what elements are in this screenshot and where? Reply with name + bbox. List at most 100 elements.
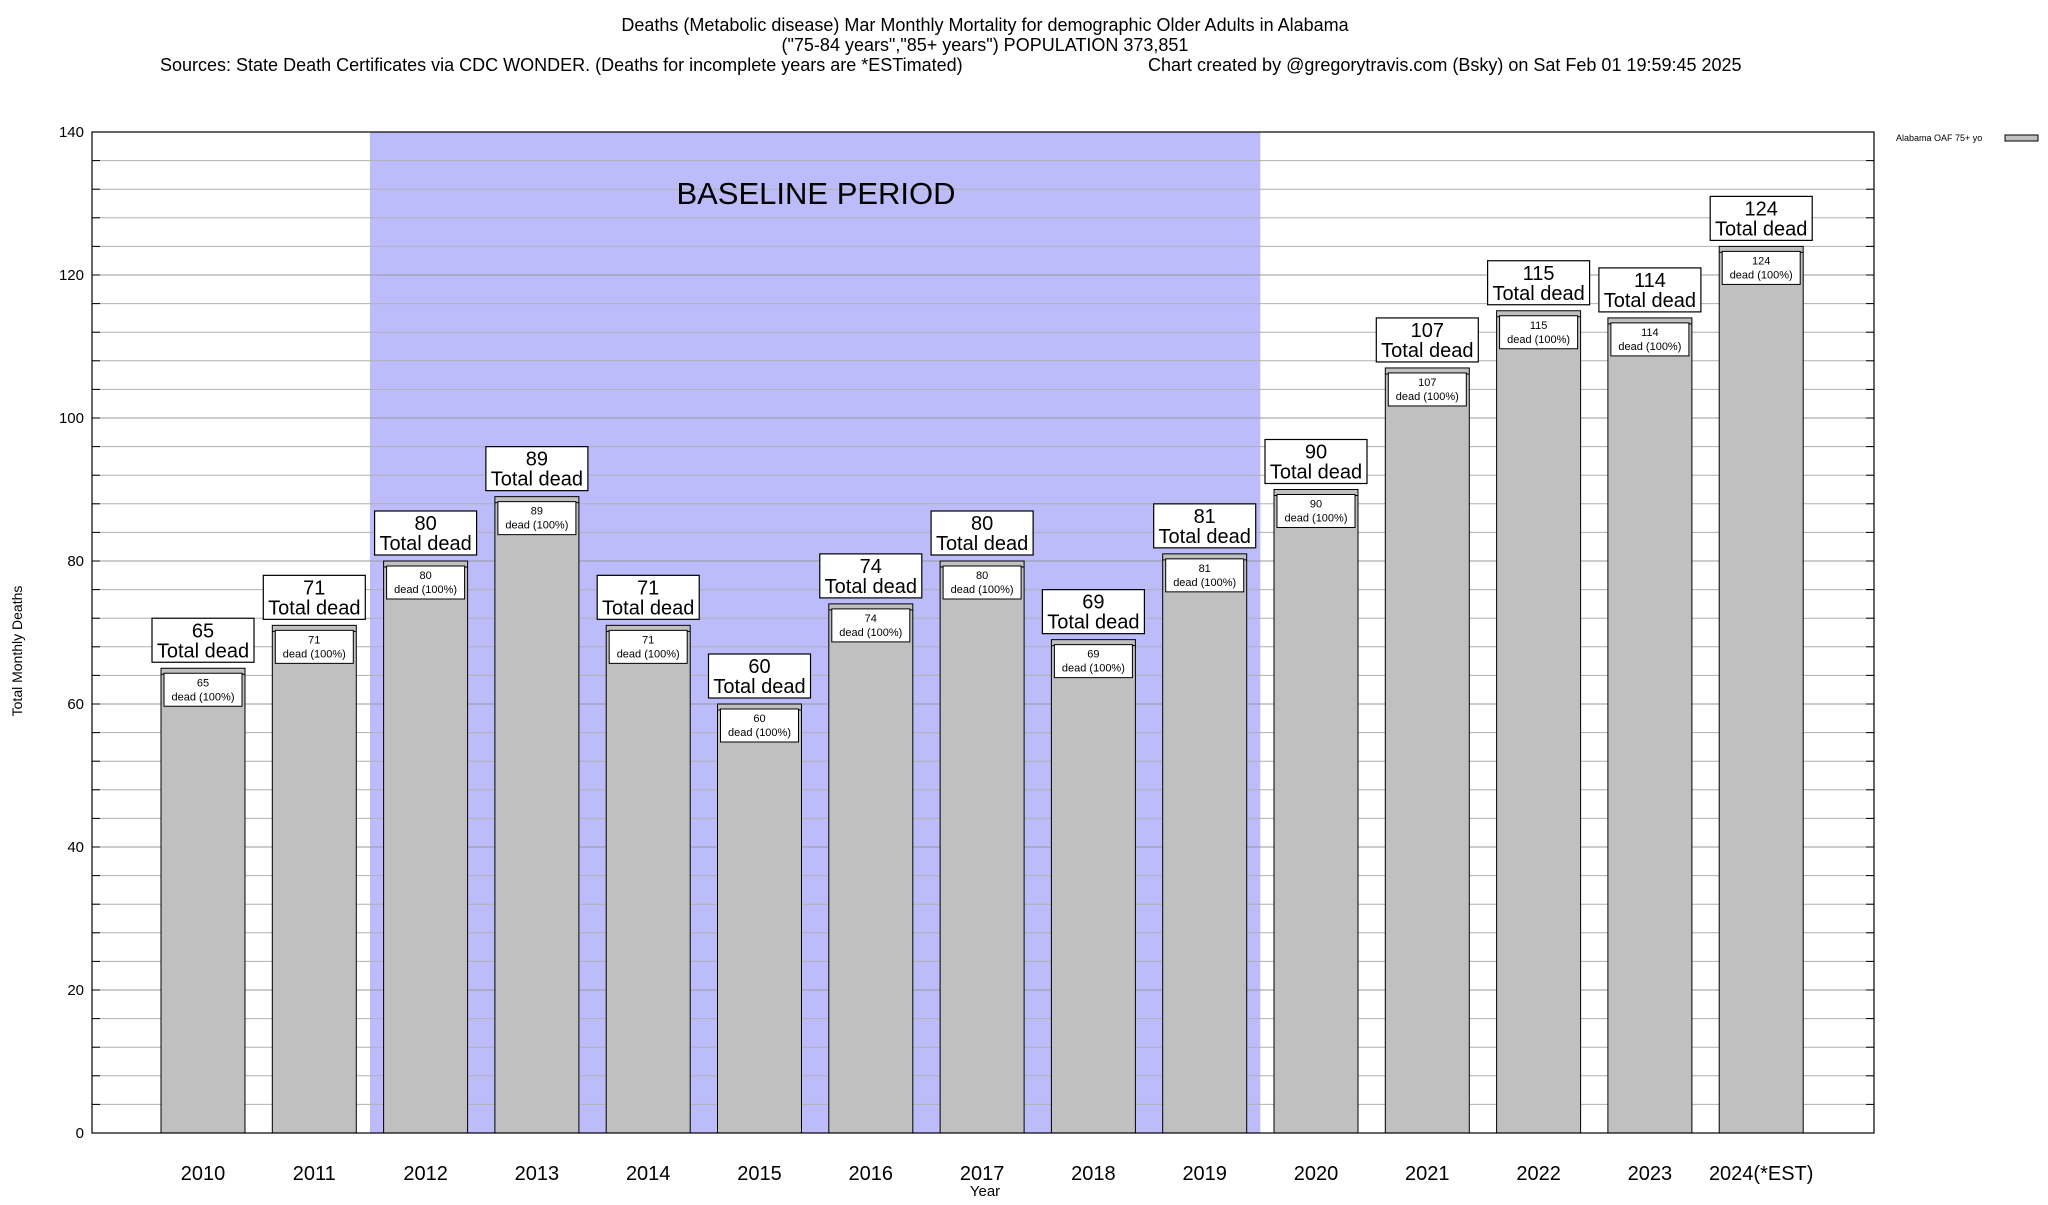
baseline-period-label: BASELINE PERIOD (676, 176, 955, 211)
bar (160, 667, 246, 1134)
bar-inner-label-box (1276, 494, 1356, 528)
total-label-value: 71 (303, 577, 325, 599)
total-label-value: 114 (1634, 270, 1666, 292)
bar (828, 603, 914, 1134)
x-tick-label: 2024(*EST) (1709, 1163, 1814, 1185)
bar (939, 560, 1025, 1134)
x-tick-label: 2016 (849, 1163, 894, 1185)
total-label-text: Total dead (1715, 218, 1807, 240)
bar-inner-value: 65 (197, 677, 209, 689)
total-label-text: Total dead (1492, 283, 1584, 305)
y-tick-label: 40 (67, 839, 84, 856)
chart-credit: Chart created by @gregorytravis.com (Bsk… (1148, 55, 1742, 75)
total-label-box (1041, 589, 1146, 635)
bar (1273, 489, 1359, 1134)
legend-label: Alabama OAF 75+ yo (1896, 133, 1982, 143)
x-axis-label: Year (970, 1183, 1000, 1200)
bar-inner-value: 60 (753, 713, 765, 725)
bar (717, 703, 802, 1134)
total-label-box (1375, 317, 1479, 363)
legend-swatch (2004, 134, 2039, 142)
total-label-text: Total dead (936, 533, 1028, 555)
bar-inner-pct: dead (100%) (839, 627, 902, 639)
bar-inner-pct: dead (100%) (1173, 577, 1236, 589)
chart-sources: Sources: State Death Certificates via CD… (160, 55, 963, 75)
bar-inner-pct: dead (100%) (1618, 341, 1681, 353)
total-label-value: 80 (414, 513, 436, 535)
chart-subtitle: ("75-84 years","85+ years") POPULATION 3… (782, 35, 1189, 55)
bar-inner-label-box (274, 629, 354, 664)
bar-inner-value: 71 (642, 634, 654, 646)
y-tick-label: 20 (67, 982, 84, 999)
total-label-value: 80 (971, 513, 993, 535)
total-label-box (707, 653, 812, 699)
bar-inner-pct: dead (100%) (1730, 269, 1793, 281)
total-label-box (151, 617, 255, 663)
total-label-box (819, 553, 923, 599)
bar (1607, 317, 1693, 1134)
bar-inner-pct: dead (100%) (951, 584, 1014, 596)
total-label-text: Total dead (379, 533, 471, 555)
x-tick-label: 2019 (1182, 1163, 1227, 1185)
bar (1496, 310, 1582, 1134)
total-label-value: 71 (637, 577, 659, 599)
x-tick-label: 2022 (1516, 1163, 1561, 1185)
y-axis-label: Total Monthly Deaths (9, 586, 25, 717)
bar-inner-pct: dead (100%) (1396, 391, 1459, 403)
x-tick-label: 2010 (181, 1163, 226, 1185)
bar (1718, 245, 1804, 1134)
x-tick-label: 2011 (293, 1163, 336, 1185)
bar-inner-pct: dead (100%) (617, 648, 680, 660)
total-label-value: 90 (1305, 442, 1327, 464)
total-label-value: 115 (1523, 263, 1555, 285)
total-label-box (1709, 195, 1813, 241)
total-label-text: Total dead (1047, 612, 1139, 634)
total-label-value: 65 (192, 620, 214, 642)
total-label-value: 107 (1411, 320, 1444, 342)
bar-inner-pct: dead (100%) (283, 648, 346, 660)
bar-inner-value: 69 (1087, 649, 1099, 661)
bar (605, 624, 691, 1134)
bar-inner-value: 80 (976, 570, 988, 582)
y-tick-label: 60 (67, 696, 84, 713)
x-tick-label: 2023 (1628, 1163, 1673, 1185)
bar-inner-label-box (942, 565, 1022, 600)
bar (1050, 639, 1136, 1134)
total-label-box (485, 446, 589, 492)
total-label-text: Total dead (602, 597, 694, 619)
bar-inner-value: 74 (865, 613, 877, 625)
x-tick-label: 2020 (1294, 1163, 1339, 1185)
total-label-value: 124 (1745, 198, 1778, 220)
bar-inner-pct: dead (100%) (394, 584, 457, 596)
total-label-value: 89 (526, 449, 548, 471)
bar-inner-label-box (1721, 250, 1801, 285)
chart-title: Deaths (Metabolic disease) Mar Monthly M… (621, 15, 1349, 35)
total-label-text: Total dead (1381, 340, 1473, 362)
bar-inner-label-box (1165, 558, 1245, 593)
x-tick-label: 2021 (1405, 1163, 1450, 1185)
total-label-text: Total dead (1604, 290, 1696, 312)
total-label-text: Total dead (268, 597, 360, 619)
bar-inner-label-box (497, 501, 577, 536)
total-label-box (262, 574, 366, 620)
bar (1162, 553, 1248, 1134)
total-label-box (596, 574, 700, 620)
bar-inner-value: 124 (1752, 255, 1770, 267)
bar-inner-label-box (720, 708, 799, 743)
x-tick-label: 2013 (515, 1163, 560, 1185)
total-label-text: Total dead (1159, 526, 1251, 548)
y-tick-label: 140 (59, 124, 84, 141)
bar-inner-pct: dead (100%) (172, 691, 235, 703)
bar-inner-pct: dead (100%) (1507, 334, 1570, 346)
bar-inner-pct: dead (100%) (728, 727, 791, 739)
total-label-text: Total dead (157, 640, 249, 662)
bar (494, 496, 580, 1134)
bar-inner-value: 81 (1199, 563, 1211, 575)
total-label-text: Total dead (713, 676, 805, 698)
total-label-box (1153, 503, 1257, 549)
total-label-text: Total dead (491, 469, 583, 491)
plot-frame (91, 131, 1875, 1134)
bar-inner-label-box (1610, 322, 1690, 357)
bar-inner-label-box (386, 565, 466, 600)
